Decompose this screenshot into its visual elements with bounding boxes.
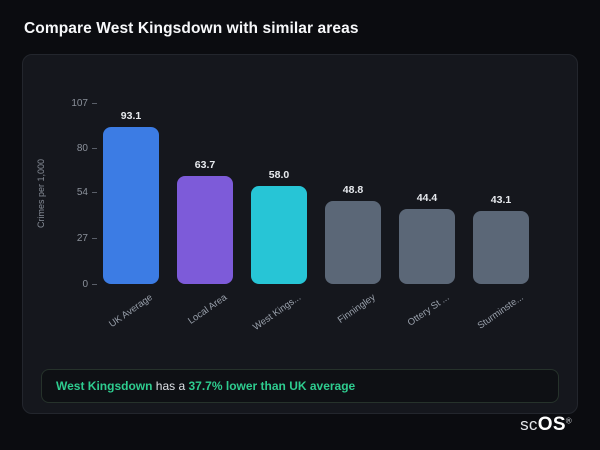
watermark-logo: scOS®: [520, 414, 572, 436]
bar-value-label: 48.8: [342, 184, 364, 197]
chart-card: Crimes per 1,000 0 27 54 80 107 93.1 UK Avera…: [22, 54, 578, 414]
y-tick-mark: [92, 237, 97, 239]
y-tick-label: 80: [76, 143, 88, 155]
callout-middle-text: has a: [152, 379, 189, 393]
bar-value-label: 63.7: [194, 159, 216, 172]
watermark-prefix: sc: [520, 415, 538, 434]
y-tick: 107: [71, 97, 97, 109]
bar-column: 43.1 Sturminste...: [473, 103, 529, 332]
bar: [325, 201, 381, 284]
y-tick: 0: [82, 278, 97, 290]
x-axis-label: Finningley: [335, 292, 378, 326]
y-tick-label: 0: [82, 278, 88, 290]
bar-value-label: 44.4: [416, 191, 438, 204]
callout-area-name: West Kingsdown: [56, 379, 153, 393]
bar-column: 48.8 Finningley: [325, 103, 381, 326]
y-tick-mark: [92, 283, 97, 285]
y-tick: 27: [77, 232, 97, 244]
y-axis: 0 27 54 80 107: [45, 98, 97, 290]
x-axis-label: West Kings...: [251, 292, 304, 334]
registered-mark-icon: ®: [565, 416, 572, 426]
bar-value-label: 43.1: [490, 194, 512, 207]
x-axis-label: Local Area: [186, 292, 230, 327]
bar-column: 63.7 Local Area: [177, 103, 233, 327]
bar-value-label: 58.0: [268, 168, 290, 181]
bar-column: 93.1 UK Average: [103, 103, 159, 330]
page-title: Compare West Kingsdown with similar area…: [24, 20, 359, 37]
callout-stat: 37.7% lower than UK average: [188, 379, 356, 393]
x-axis-label: Sturminste...: [475, 292, 526, 332]
y-tick-label: 27: [76, 232, 88, 244]
y-tick-label: 54: [76, 187, 88, 199]
y-tick: 54: [77, 187, 97, 199]
y-tick-mark: [92, 148, 97, 150]
bar: [473, 211, 529, 284]
y-tick-mark: [92, 192, 97, 194]
bar-column: 58.0 West Kings...: [251, 103, 307, 333]
bar: [103, 126, 159, 284]
bar: [399, 208, 455, 284]
x-axis-label: UK Average: [107, 292, 156, 330]
y-tick-label: 107: [71, 97, 88, 109]
callout: West Kingsdown has a 37.7% lower than UK…: [41, 369, 559, 403]
bar-value-label: 93.1: [120, 109, 142, 122]
bar: [177, 176, 233, 284]
bar: [251, 185, 307, 284]
bar-column: 44.4 Ottery St ...: [399, 103, 455, 329]
x-axis-label: Ottery St ...: [405, 292, 452, 329]
watermark-suffix: OS: [537, 414, 566, 435]
plot-area: 93.1 UK Average 63.7 Local Area 58.0 West Kin…: [103, 103, 529, 333]
y-tick-mark: [92, 102, 97, 104]
y-tick: 80: [77, 143, 97, 155]
